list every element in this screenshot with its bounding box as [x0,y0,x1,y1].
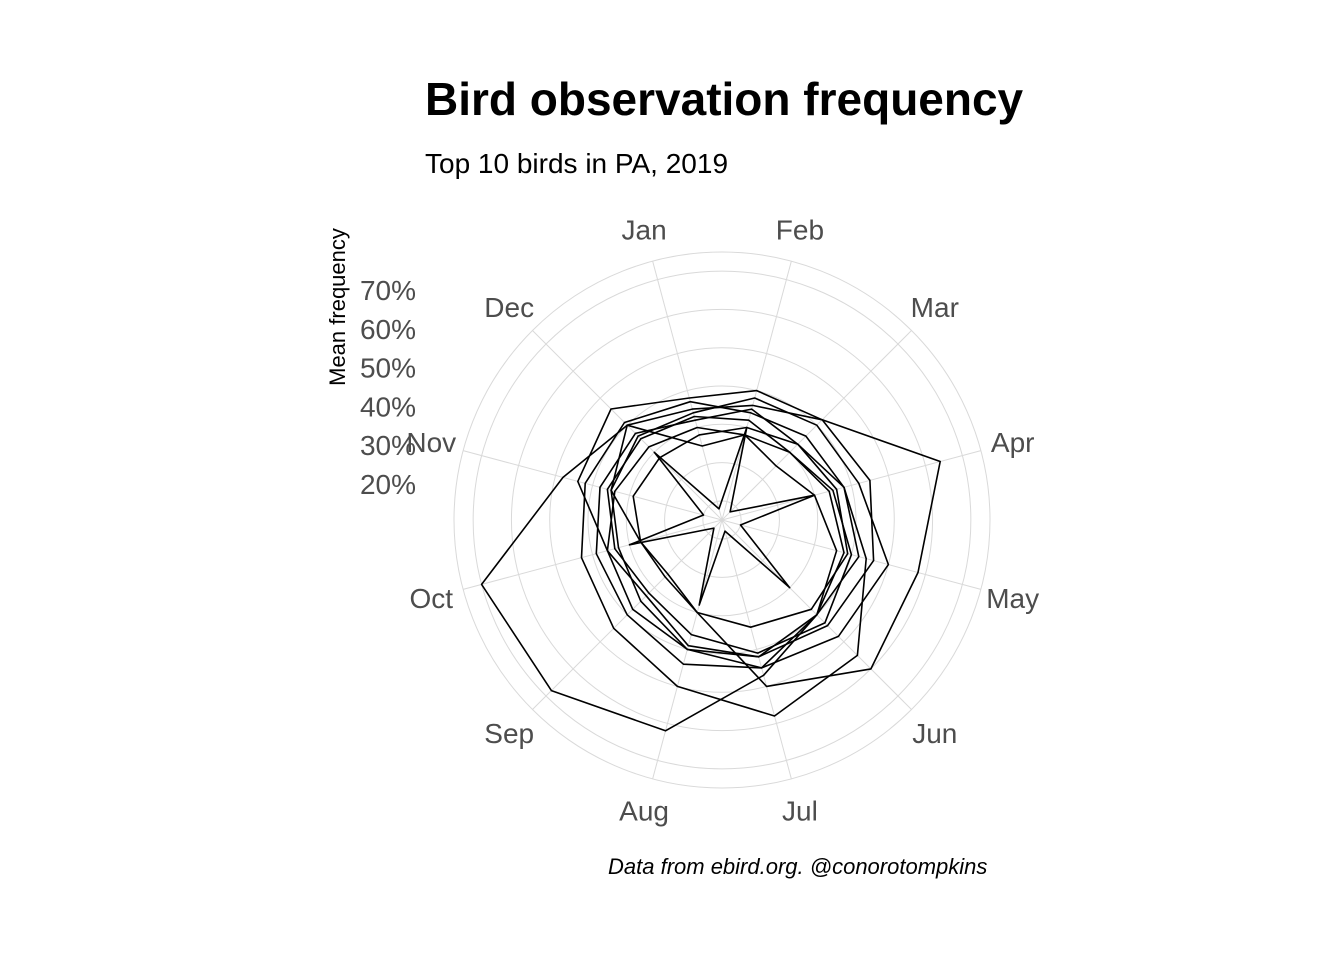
month-label-nov: Nov [406,427,456,458]
grid-spoke [721,450,981,521]
month-label-aug: Aug [619,796,669,827]
month-label-apr: Apr [991,427,1035,458]
series-line-2 [580,400,867,717]
month-label-sep: Sep [484,718,534,749]
radial-tick-label: 40% [360,391,416,422]
month-label-jun: Jun [912,718,957,749]
grid-ring [587,385,857,655]
grid-ring [453,251,991,789]
series-lines [480,389,941,732]
month-label-feb: Feb [776,214,824,245]
polar-grid [453,251,991,789]
grid-ring [549,347,895,693]
month-label-jul: Jul [782,796,818,827]
grid-spoke [652,261,723,521]
series-line-7 [610,397,890,669]
radial-tick-label: 70% [360,275,416,306]
radial-tick-label: 30% [360,430,416,461]
month-labels: Jan Feb Mar Apr May Jun Jul Aug Sep Oct Nov Dec [406,214,1039,826]
chart-caption: Data from ebird.org. @conorotompkins [608,854,988,879]
grid-spoke [463,519,723,590]
month-label-may: May [986,583,1039,614]
series-line-8 [632,426,849,628]
radial-tick-label: 60% [360,314,416,345]
radial-tick-label: 20% [360,469,416,500]
series-line-10 [628,426,816,606]
grid-spoke [463,450,723,521]
grid-ring [625,423,819,617]
month-label-mar: Mar [911,292,959,323]
chart-subtitle: Top 10 birds in PA, 2019 [425,148,729,179]
chart-title: Bird observation frequency [425,73,1024,125]
radial-tick-labels: 20% 30% 40% 50% 60% 70% [360,275,416,500]
grid-ring [664,462,780,578]
series-line-6 [577,389,875,658]
series-line-9 [606,415,853,654]
month-label-jan: Jan [622,214,667,245]
month-label-oct: Oct [410,583,454,614]
radial-tick-label: 50% [360,353,416,384]
grid-ring [472,270,972,770]
month-label-dec: Dec [484,292,534,323]
y-axis-label: Mean frequency [325,228,350,386]
grid-spoke [721,519,792,779]
grid-ring [510,308,934,732]
